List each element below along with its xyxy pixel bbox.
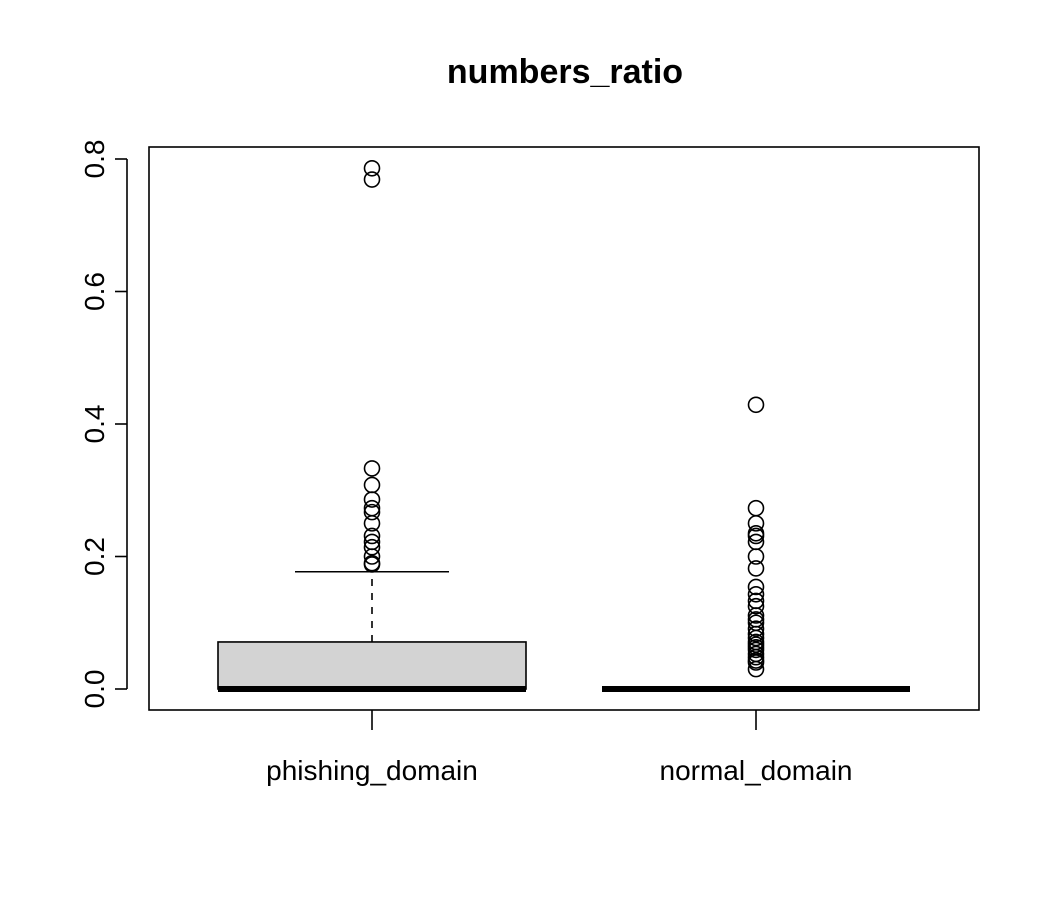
x-tick-label: phishing_domain (266, 755, 478, 786)
outlier-point (363, 554, 381, 572)
outlier-point (363, 503, 381, 521)
outlier-point (747, 499, 765, 517)
outlier-point (747, 597, 765, 615)
iqr-box (217, 641, 527, 690)
y-tick-label: 0.2 (79, 537, 110, 576)
chart-title: numbers_ratio (447, 53, 683, 91)
y-axis: 0.0 0.2 0.4 0.6 0.8 (79, 140, 128, 709)
x-axis: phishing_domain normal_domain (266, 710, 853, 786)
outlier-point (363, 527, 381, 545)
outlier-point (363, 159, 381, 177)
outlier-point (363, 476, 381, 494)
outlier-point (747, 620, 765, 638)
y-tick-label: 0.0 (79, 670, 110, 709)
outlier-point (747, 625, 765, 643)
outlier-point (747, 527, 765, 545)
outlier-point (747, 660, 765, 678)
outlier-point (747, 607, 765, 624)
outlier-point (747, 641, 765, 659)
x-tick-label: normal_domain (660, 755, 853, 786)
outlier-point (363, 460, 381, 477)
outlier-point (747, 654, 765, 671)
outlier-point (363, 515, 381, 532)
outlier-point (747, 645, 765, 663)
outlier-point (747, 515, 765, 532)
outlier-point (363, 548, 381, 565)
outlier-point (747, 629, 765, 647)
outlier-point (747, 560, 765, 577)
outlier-point (747, 585, 765, 603)
box-normal_domain (602, 396, 910, 692)
outlier-point (363, 538, 381, 556)
y-tick-label: 0.4 (79, 405, 110, 444)
y-tick-label: 0.8 (79, 140, 110, 179)
outlier-point (363, 499, 381, 517)
outlier-point (363, 171, 381, 188)
outlier-point (747, 548, 765, 565)
outlier-point (747, 396, 765, 414)
outlier-point (747, 578, 765, 596)
outlier-point (363, 491, 381, 508)
boxes-group (217, 159, 910, 692)
outlier-point (363, 556, 381, 573)
box-phishing_domain (217, 159, 527, 692)
plot-frame (148, 146, 980, 711)
y-tick-label: 0.6 (79, 272, 110, 311)
